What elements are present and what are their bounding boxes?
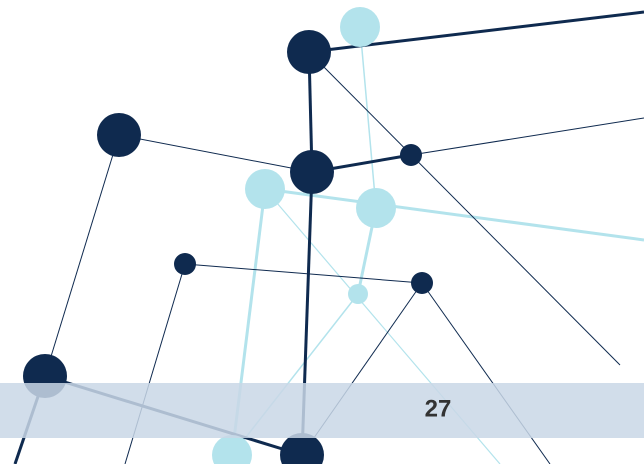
page: 27 (() => { const data = JSON.parse(docu… — [0, 0, 644, 464]
footer-band — [0, 383, 644, 438]
slide: 27 — [0, 0, 644, 464]
page-number: 27 — [425, 395, 452, 422]
